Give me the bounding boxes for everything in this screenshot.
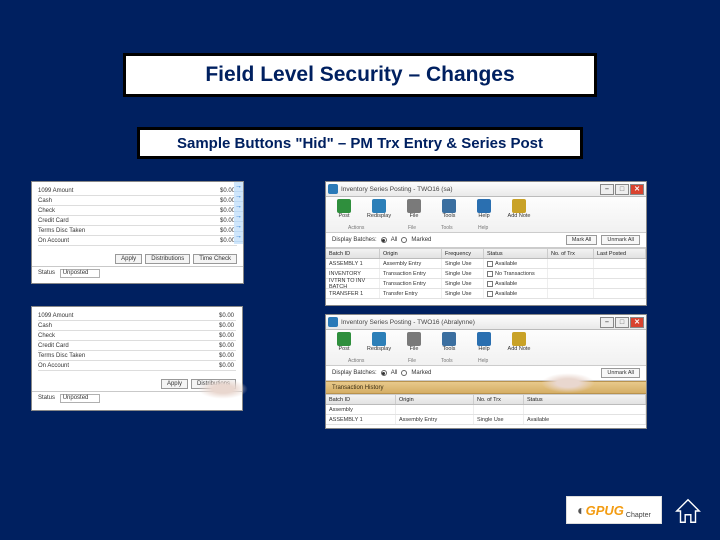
note-icon [512, 199, 526, 213]
batch-grid: Batch ID Origin No. of Trx Status Assemb… [326, 394, 646, 425]
tools-icon [442, 332, 456, 346]
filter-bar: Display Batches: All Marked Unmark All [326, 366, 646, 381]
status-value: Unposted [60, 394, 100, 403]
amount-row: On Account$0.00 [38, 361, 236, 371]
help-icon [477, 332, 491, 346]
ribbon-redisplay[interactable]: Redisplay [365, 199, 393, 232]
pm-trx-entry-before: → → → → → → 1099 Amount$0.00 Cash$0.00 C… [31, 181, 244, 284]
expand-arrow-icon[interactable]: → [234, 182, 243, 192]
amount-row: Cash$0.00 [38, 196, 237, 206]
window-title: Inventory Series Posting - TWO16 (sa) [341, 186, 453, 193]
status-value: Unposted [60, 269, 100, 278]
close-button[interactable]: ✕ [630, 317, 644, 328]
amount-row: Credit Card$0.00 [38, 341, 236, 351]
amount-row: On Account$0.00 [38, 236, 237, 246]
radio-marked[interactable] [401, 237, 407, 243]
table-row: IVTRN TO INV BATCHTransaction EntrySingl… [326, 279, 646, 289]
amount-row: Check$0.00 [38, 206, 237, 216]
file-icon [407, 199, 421, 213]
amount-row: Terms Disc Taken$0.00 [38, 226, 237, 236]
mark-all-button[interactable]: Mark All [566, 235, 598, 245]
pm-trx-entry-after: 1099 Amount$0.00 Cash$0.00 Check$0.00 Cr… [31, 306, 243, 411]
apply-button[interactable]: Apply [161, 379, 188, 389]
expand-arrow-icon[interactable]: → [234, 232, 243, 242]
ribbon: Post Redisplay Actions File File Tools T… [326, 197, 646, 233]
amount-row: Cash$0.00 [38, 321, 236, 331]
window-titlebar: Inventory Series Posting - TWO16 (Abraly… [326, 315, 646, 330]
amount-row: Terms Disc Taken$0.00 [38, 351, 236, 361]
distributions-button[interactable]: Distributions [145, 254, 190, 264]
checkbox[interactable] [487, 281, 493, 287]
unmark-all-button[interactable]: Unmark All [601, 235, 640, 245]
table-row: ASSEMBLY 1Assembly EntrySingle UseAvaila… [326, 415, 646, 425]
window-title: Inventory Series Posting - TWO16 (Abraly… [341, 319, 475, 326]
app-icon [328, 317, 338, 327]
amount-row: 1099 Amount$0.00 [38, 186, 237, 196]
time-check-button[interactable]: Time Check [193, 254, 237, 264]
expand-arrow-icon[interactable]: → [234, 192, 243, 202]
ribbon-add-note[interactable]: Add Note [505, 199, 533, 232]
maximize-button[interactable]: □ [615, 317, 629, 328]
radio-all[interactable] [381, 237, 387, 243]
window-titlebar: Inventory Series Posting - TWO16 (sa) – … [326, 182, 646, 197]
file-icon [407, 332, 421, 346]
redisplay-icon [372, 199, 386, 213]
amount-row: Credit Card$0.00 [38, 216, 237, 226]
status-bar: Status Unposted [32, 266, 243, 280]
expand-arrow-icon[interactable]: → [234, 222, 243, 232]
close-button[interactable]: ✕ [630, 184, 644, 195]
expand-arrow-icon[interactable]: → [234, 202, 243, 212]
table-row: Assembly [326, 405, 646, 415]
minimize-button[interactable]: – [600, 184, 614, 195]
series-posting-after: Inventory Series Posting - TWO16 (Abraly… [325, 314, 647, 429]
home-icon[interactable] [672, 494, 704, 526]
post-icon [337, 199, 351, 213]
checkbox[interactable] [487, 291, 493, 297]
title-box: Field Level Security – Changes [123, 53, 597, 97]
tools-icon [442, 199, 456, 213]
subtitle-box: Sample Buttons "Hid" – PM Trx Entry & Se… [137, 127, 583, 159]
checkbox[interactable] [487, 271, 493, 277]
section-band: Transaction History [326, 381, 646, 394]
radio-all[interactable] [381, 370, 387, 376]
redisplay-icon [372, 332, 386, 346]
apply-button[interactable]: Apply [115, 254, 142, 264]
post-icon [337, 332, 351, 346]
subtitle-text: Sample Buttons "Hid" – PM Trx Entry & Se… [177, 135, 543, 152]
series-posting-before: Inventory Series Posting - TWO16 (sa) – … [325, 181, 647, 306]
unmark-all-button[interactable]: Unmark All [601, 368, 640, 378]
batch-grid: Batch ID Origin Frequency Status No. of … [326, 248, 646, 299]
highlight-oval [198, 379, 248, 399]
amount-row: 1099 Amount$0.00 [38, 311, 236, 321]
expand-arrow-icon[interactable]: → [234, 212, 243, 222]
maximize-button[interactable]: □ [615, 184, 629, 195]
ribbon-redisplay[interactable]: Redisplay [365, 332, 393, 365]
title-text: Field Level Security – Changes [205, 63, 514, 87]
arrow-column: → → → → → → [234, 182, 243, 244]
help-icon [477, 199, 491, 213]
filter-bar: Display Batches: All Marked Mark All Unm… [326, 233, 646, 248]
highlight-oval [541, 373, 595, 393]
minimize-button[interactable]: – [600, 317, 614, 328]
amount-row: Check$0.00 [38, 331, 236, 341]
table-row: TRANSFER 1Transfer EntrySingle UseAvaila… [326, 289, 646, 299]
radio-marked[interactable] [401, 370, 407, 376]
table-row: ASSEMBLY 1Assembly EntrySingle UseAvaila… [326, 259, 646, 269]
ribbon-add-note[interactable]: Add Note [505, 332, 533, 365]
note-icon [512, 332, 526, 346]
ribbon: Post Redisplay Actions File File Tools T… [326, 330, 646, 366]
gpug-logo: ◐ GPUG Chapter [566, 496, 662, 524]
app-icon [328, 184, 338, 194]
checkbox[interactable] [487, 261, 493, 267]
